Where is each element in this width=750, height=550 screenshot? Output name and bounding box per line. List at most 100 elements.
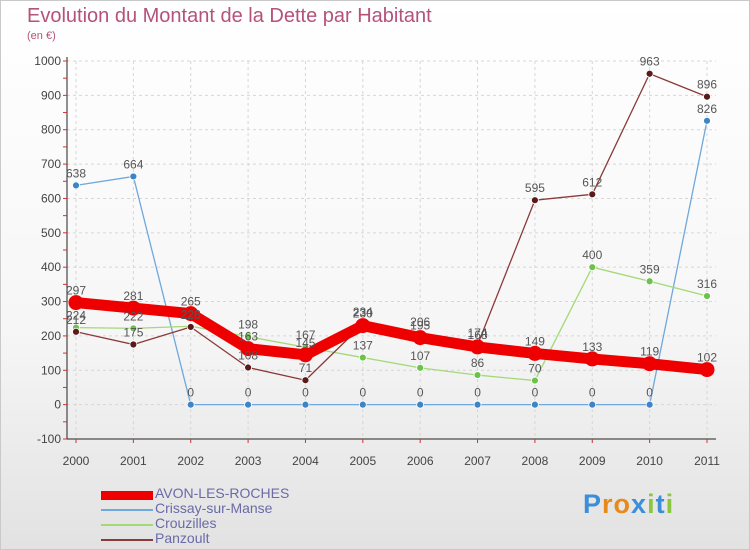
legend-swatch <box>101 490 153 500</box>
legend-label: Crissay-sur-Manse <box>155 500 273 516</box>
logo-letter: t <box>655 489 666 519</box>
data-label: 168 <box>468 328 488 342</box>
logo-letter: P <box>583 489 603 519</box>
data-label: 0 <box>474 386 481 400</box>
x-tick-label: 2002 <box>177 454 204 468</box>
chart-title: Evolution du Montant de la Dette par Hab… <box>27 5 432 27</box>
legend-swatch <box>101 524 153 526</box>
data-point <box>301 400 310 409</box>
y-tick-label: 500 <box>41 226 61 240</box>
chart-subtitle: (en €) <box>27 30 56 42</box>
proxiti-logo: Proxiti <box>583 489 674 520</box>
data-point <box>531 196 539 205</box>
data-point <box>703 116 711 125</box>
data-label: 174 <box>468 326 488 340</box>
data-label: 0 <box>589 386 596 400</box>
data-point <box>470 339 486 355</box>
legend-label: AVON-LES-ROCHES <box>155 485 290 501</box>
data-point <box>355 318 371 334</box>
data-label: 0 <box>187 386 194 400</box>
data-label: 230 <box>353 307 373 321</box>
data-point <box>358 400 367 409</box>
y-tick-label: 0 <box>54 398 61 412</box>
data-label: 195 <box>410 319 430 333</box>
series-line <box>75 120 708 406</box>
data-point <box>416 363 425 372</box>
data-point <box>473 371 482 379</box>
data-label: 0 <box>245 386 252 400</box>
data-point <box>588 263 597 272</box>
data-label: 107 <box>410 349 430 363</box>
data-label: 0 <box>646 386 653 400</box>
data-point <box>297 347 313 363</box>
data-point <box>244 363 252 372</box>
x-tick-label: 2008 <box>522 454 549 468</box>
data-label: 175 <box>123 326 143 340</box>
y-tick-label: 800 <box>41 123 61 137</box>
y-tick-label: 700 <box>41 157 61 171</box>
data-label: 133 <box>582 340 602 354</box>
legend-label: Crouzilles <box>155 515 217 531</box>
data-label: 359 <box>640 262 660 276</box>
data-point <box>527 345 543 361</box>
y-tick-label: 1000 <box>34 54 61 68</box>
data-label: 664 <box>123 157 143 171</box>
data-label: 70 <box>528 362 542 376</box>
data-label: 234 <box>353 305 373 319</box>
data-label: 281 <box>123 289 143 303</box>
data-point <box>244 332 252 341</box>
data-point <box>240 341 256 357</box>
data-point <box>531 376 539 385</box>
data-label: 224 <box>66 309 86 323</box>
y-tick-label: 100 <box>41 363 61 377</box>
data-point <box>416 400 425 409</box>
x-tick-label: 2003 <box>235 454 262 468</box>
x-tick-label: 2010 <box>636 454 663 468</box>
data-label: 163 <box>238 330 258 344</box>
y-tick-label: -100 <box>37 432 61 446</box>
series-line <box>75 266 708 382</box>
data-label: 145 <box>295 336 315 350</box>
logo-letter: r <box>602 489 614 519</box>
x-tick-label: 2001 <box>120 454 147 468</box>
data-point <box>412 330 428 346</box>
data-label: 826 <box>697 102 717 116</box>
data-label: 137 <box>353 339 373 353</box>
data-label: 71 <box>299 361 313 375</box>
data-label: 400 <box>582 248 602 262</box>
data-point <box>584 351 600 367</box>
data-point <box>473 400 482 409</box>
data-label: 896 <box>697 78 717 92</box>
data-label: 206 <box>410 315 430 329</box>
y-tick-label: 200 <box>41 329 61 343</box>
data-label: 0 <box>302 386 309 400</box>
data-point <box>645 277 654 286</box>
x-tick-label: 2007 <box>464 454 491 468</box>
data-point <box>129 172 138 181</box>
logo-letter: o <box>613 489 632 519</box>
data-label: 228 <box>181 307 201 321</box>
data-point <box>244 400 252 409</box>
x-tick-label: 2011 <box>694 454 720 468</box>
data-label: 198 <box>238 318 258 332</box>
legend-swatch <box>101 539 153 541</box>
data-label: 167 <box>295 328 315 342</box>
data-label: 638 <box>66 166 86 180</box>
data-point <box>186 400 195 409</box>
data-point <box>186 323 195 331</box>
data-point <box>531 400 539 409</box>
data-point <box>68 295 84 311</box>
data-point <box>72 181 80 190</box>
series-line <box>70 297 713 376</box>
data-label: 86 <box>471 356 485 370</box>
data-point <box>129 324 138 333</box>
logo-letter: x <box>631 489 648 519</box>
data-point <box>588 190 597 199</box>
data-label: 316 <box>697 277 717 291</box>
y-tick-label: 900 <box>41 88 61 102</box>
x-tick-label: 2000 <box>63 454 90 468</box>
data-label: 222 <box>123 309 143 323</box>
data-point <box>645 69 654 78</box>
